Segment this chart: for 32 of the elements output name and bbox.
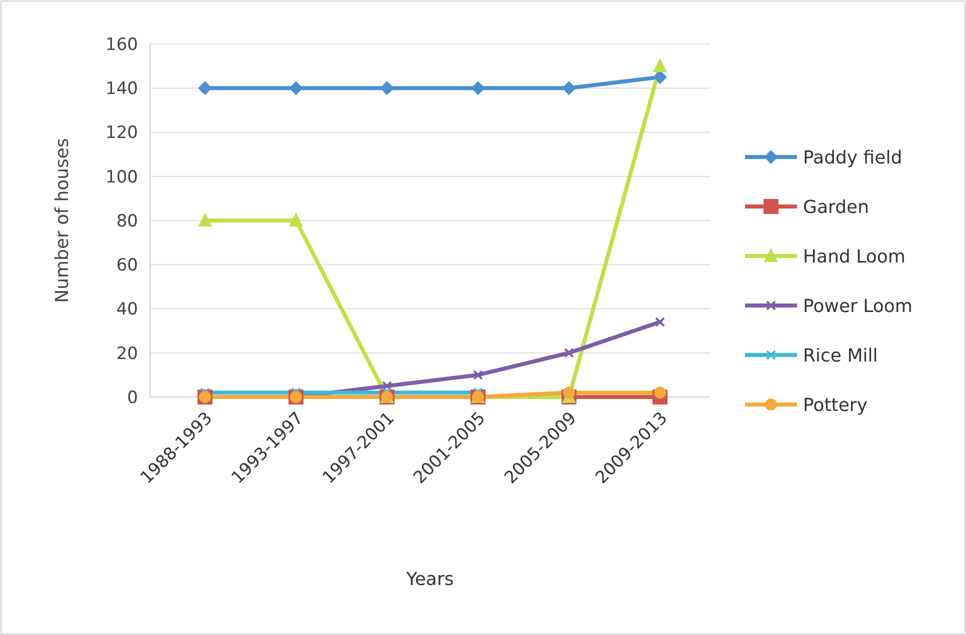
point xyxy=(473,370,483,380)
y-tick-label: 40 xyxy=(116,300,138,320)
y-tick-label: 100 xyxy=(106,167,138,188)
y-tick-label: 60 xyxy=(116,256,138,276)
point xyxy=(289,81,303,96)
legend-label: Pottery xyxy=(803,394,868,416)
legend-label: Power Loom xyxy=(803,296,912,317)
legend-label: Hand Loom xyxy=(803,246,906,268)
point xyxy=(564,348,574,358)
point xyxy=(382,380,392,391)
point xyxy=(654,386,666,399)
point xyxy=(289,212,303,226)
legend-label: Garden xyxy=(803,196,869,218)
y-tick-label: 20 xyxy=(116,344,138,364)
point xyxy=(653,70,667,84)
point xyxy=(380,81,394,96)
legend-label: Rice Mill xyxy=(803,345,878,366)
point xyxy=(653,58,667,72)
point xyxy=(563,386,575,399)
y-tick-label: 80 xyxy=(116,211,138,232)
point xyxy=(562,81,576,96)
y-tick-label: 160 xyxy=(106,34,138,55)
point xyxy=(655,316,665,327)
point xyxy=(198,212,212,226)
y-tick-label: 0 xyxy=(127,388,138,408)
x-axis-title: Years xyxy=(405,569,454,590)
y-axis-title: Number of houses xyxy=(52,138,73,303)
y-tick-label: 120 xyxy=(106,123,138,144)
point xyxy=(198,81,212,96)
y-tick-label: 140 xyxy=(106,79,138,100)
legend-label: Paddy field xyxy=(803,147,902,168)
point xyxy=(471,81,485,96)
